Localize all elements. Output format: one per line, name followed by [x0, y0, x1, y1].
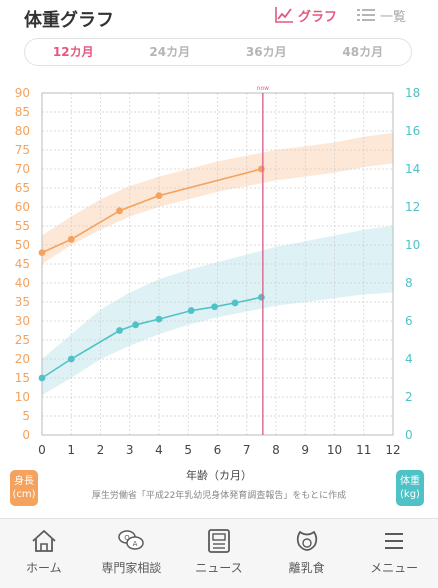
- height-data-point: [116, 207, 123, 215]
- x-axis-tick-label: 11: [356, 443, 371, 457]
- list-view-toggle[interactable]: 一覧: [356, 5, 406, 25]
- height-data-point: [257, 165, 265, 173]
- age-range-tabs: 12カ月 24カ月 36カ月 48カ月: [24, 38, 412, 66]
- bib-icon: [296, 530, 317, 551]
- right-axis-tick-label: 2: [405, 390, 413, 404]
- left-axis-tick-label: 35: [15, 295, 30, 309]
- weight-data-point: [116, 327, 123, 334]
- left-axis-tick-label: 55: [15, 219, 30, 233]
- right-axis-tick-label: 4: [405, 352, 413, 366]
- menu-icon: [385, 533, 404, 549]
- left-axis-tick-label: 5: [22, 409, 30, 423]
- left-axis-tick-label: 20: [15, 352, 30, 366]
- x-axis-tick-label: 0: [38, 443, 46, 457]
- left-axis-tick-label: 45: [15, 257, 30, 271]
- weight-data-point: [257, 293, 265, 301]
- left-axis-tick-label: 80: [15, 124, 30, 138]
- x-axis-tick-label: 3: [126, 443, 134, 457]
- x-axis-tick-label: 4: [155, 443, 163, 457]
- nav-menu[interactable]: メニュー: [350, 519, 438, 588]
- right-axis-tick-label: 18: [405, 86, 420, 100]
- left-axis-tick-label: 90: [15, 86, 30, 100]
- right-axis-tick-label: 6: [405, 314, 413, 328]
- weight-data-point: [155, 315, 163, 323]
- x-axis-tick-label: 7: [243, 443, 251, 457]
- weight-data-point: [38, 374, 46, 382]
- list-view-label: 一覧: [380, 9, 407, 25]
- left-axis-tick-label: 65: [15, 181, 30, 195]
- x-axis-tick-label: 1: [67, 443, 75, 457]
- svg-text:A: A: [133, 540, 138, 548]
- x-axis-tick-label: 8: [272, 443, 280, 457]
- graph-view-label: グラフ: [298, 9, 338, 25]
- nav-news[interactable]: ニュース: [175, 519, 263, 588]
- x-axis-tick-label: 10: [327, 443, 342, 457]
- weight-badge-label: 体重: [400, 476, 420, 487]
- left-axis-tick-label: 30: [15, 314, 30, 328]
- nav-menu-label: メニュー: [370, 561, 419, 575]
- left-axis-tick-label: 60: [15, 200, 30, 214]
- x-axis-tick-label: 9: [301, 443, 309, 457]
- weight-axis-badge: 体重 (kg): [396, 470, 424, 506]
- right-axis-tick-label: 12: [405, 200, 420, 214]
- x-axis-tick-label: 5: [184, 443, 192, 457]
- left-axis-tick-label: 25: [15, 333, 30, 347]
- nav-news-label: ニュース: [195, 561, 243, 575]
- nav-home[interactable]: ホーム: [0, 519, 88, 588]
- right-axis-tick-label: 0: [405, 428, 413, 442]
- right-axis-tick-label: 16: [405, 124, 420, 138]
- left-axis-tick-label: 50: [15, 238, 30, 252]
- left-axis-tick-label: 0: [22, 428, 30, 442]
- svg-text:Q: Q: [125, 534, 131, 542]
- tab-48-months[interactable]: 48カ月: [342, 45, 384, 59]
- graph-view-toggle[interactable]: グラフ: [274, 5, 337, 25]
- left-axis-tick-label: 85: [15, 105, 30, 119]
- height-data-point: [155, 192, 163, 200]
- left-axis-tick-label: 70: [15, 162, 30, 176]
- height-data-point: [38, 249, 46, 256]
- right-axis-tick-label: 14: [405, 162, 420, 176]
- x-axis-tick-label: 2: [97, 443, 105, 457]
- weight-data-point: [231, 299, 239, 307]
- nav-baby-food[interactable]: 離乳食: [263, 519, 351, 588]
- tab-36-months[interactable]: 36カ月: [245, 45, 287, 59]
- news-icon: [208, 529, 230, 553]
- height-badge-label: 身長: [14, 476, 34, 487]
- qa-bubble-icon: Q A: [118, 530, 145, 550]
- nav-home-label: ホーム: [25, 561, 62, 575]
- right-axis-tick-label: 8: [405, 276, 413, 290]
- home-icon: [32, 530, 56, 552]
- x-axis-label: 年齢（カ月）: [186, 469, 252, 482]
- line-chart-icon: [275, 7, 293, 23]
- height-badge-unit: (cm): [12, 489, 36, 500]
- nav-expert-label: 専門家相談: [101, 561, 162, 575]
- weight-data-point: [67, 355, 75, 363]
- x-axis-tick-label: 12: [385, 443, 400, 457]
- weight-data-point: [187, 307, 195, 314]
- left-axis-tick-label: 15: [15, 371, 30, 385]
- source-note: 厚生労働省「平成22年乳幼児身体発育調査報告」をもとに作成: [91, 491, 347, 501]
- page-title: 体重グラフ: [24, 10, 114, 31]
- list-icon: [357, 9, 375, 21]
- weight-data-point: [132, 321, 140, 329]
- nav-expert-consult[interactable]: Q A 専門家相談: [88, 519, 176, 588]
- tab-12-months[interactable]: 12カ月: [52, 45, 94, 59]
- bottom-nav: ホーム Q A 専門家相談 ニュース 離乳食 メニュー: [0, 518, 438, 588]
- height-data-point: [67, 235, 75, 243]
- left-axis-tick-label: 40: [15, 276, 30, 290]
- tab-24-months[interactable]: 24カ月: [149, 45, 191, 59]
- plot-border: [41, 92, 394, 436]
- header: 体重グラフ グラフ 一覧: [0, 0, 438, 34]
- weight-data-point: [211, 303, 218, 311]
- left-axis-tick-label: 75: [15, 143, 30, 157]
- x-axis-tick-label: 6: [214, 443, 222, 457]
- nav-baby-food-label: 離乳食: [288, 561, 325, 575]
- growth-chart[interactable]: 0510152025303540455055606570758085900246…: [0, 80, 438, 510]
- left-axis-tick-label: 10: [15, 390, 30, 404]
- weight-badge-unit: (kg): [400, 489, 420, 500]
- now-marker-label: now: [257, 85, 269, 92]
- right-axis-tick-label: 10: [405, 238, 420, 252]
- height-axis-badge: 身長 (cm): [10, 470, 38, 506]
